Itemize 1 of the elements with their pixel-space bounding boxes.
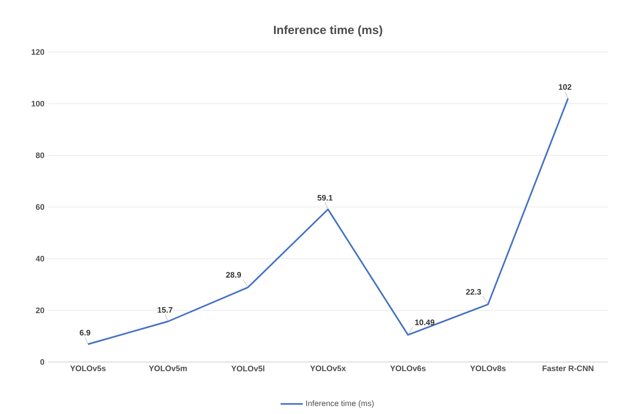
chart-title: Inference time (ms) xyxy=(274,25,382,36)
